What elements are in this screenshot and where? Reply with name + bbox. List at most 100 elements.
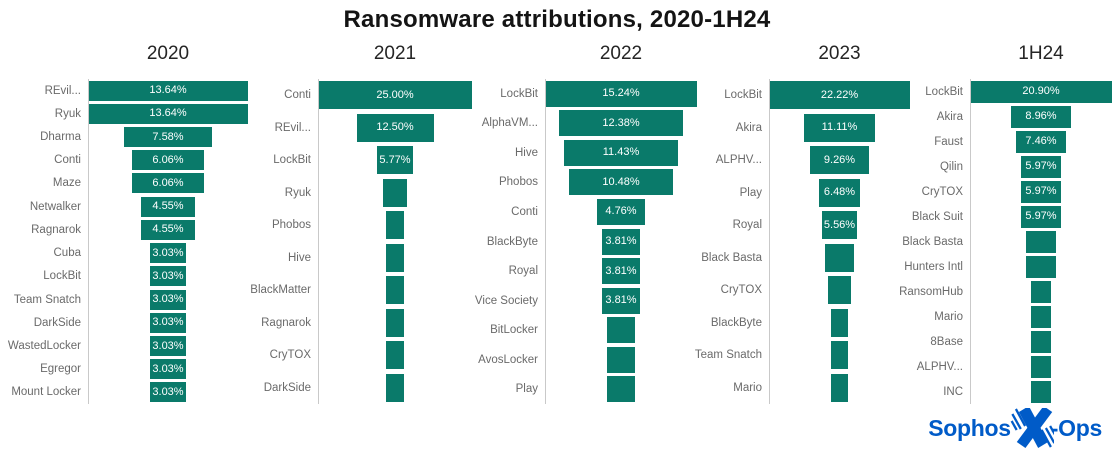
funnel-row: DarkSide — [248, 372, 472, 405]
funnel-row: AlphaVM... 12.38% — [472, 109, 697, 139]
funnel-bar[interactable] — [386, 243, 404, 272]
funnel-bar[interactable] — [1030, 280, 1052, 303]
funnel-bar[interactable]: 13.64% — [88, 80, 248, 101]
funnel-bar[interactable] — [830, 308, 849, 337]
funnel-bar[interactable] — [386, 373, 404, 402]
funnel-bar[interactable]: 6.48% — [818, 178, 861, 207]
funnel-bar[interactable]: 3.03% — [150, 266, 186, 287]
category-label: AvosLocker — [478, 353, 538, 366]
funnel-bar[interactable]: 6.06% — [132, 173, 204, 194]
plot-area — [769, 242, 910, 275]
funnel-row: BlackByte 3.81% — [472, 227, 697, 257]
plot-area: 25.00% — [318, 79, 472, 112]
funnel-bar[interactable]: 4.76% — [597, 198, 645, 225]
funnel-bar[interactable]: 20.90% — [970, 80, 1112, 103]
funnel-bar[interactable] — [386, 341, 404, 370]
funnel-bar[interactable]: 7.46% — [1015, 130, 1067, 153]
plot-area: 10.48% — [545, 168, 697, 198]
bar-value-label: 7.46% — [1025, 135, 1057, 147]
funnel-row: Play 6.48% — [697, 177, 910, 210]
funnel-bar[interactable] — [824, 243, 855, 272]
funnel-bar[interactable]: 7.58% — [123, 127, 213, 148]
plot-area — [970, 304, 1112, 329]
funnel-bar[interactable] — [606, 346, 636, 373]
funnel-bar[interactable] — [827, 276, 852, 305]
funnel-bar[interactable]: 5.97% — [1020, 155, 1062, 178]
funnel-bar[interactable]: 5.56% — [821, 211, 858, 240]
funnel-bar[interactable]: 6.06% — [132, 150, 204, 171]
category-label: Conti — [511, 205, 538, 218]
funnel-row: LockBit 3.03% — [2, 265, 248, 288]
category-label: Conti — [54, 154, 81, 167]
category-label: Play — [739, 186, 762, 199]
funnel-bar[interactable]: 22.22% — [769, 81, 910, 110]
plot-area — [970, 254, 1112, 279]
year-panel-2021: 2021 Conti 25.00% REvil... 12.50% LockBit 5.77… — [248, 42, 472, 404]
funnel-bar[interactable]: 4.55% — [141, 219, 195, 240]
funnel-row: Black Basta — [902, 229, 1112, 254]
funnel-bar[interactable]: 5.97% — [1020, 205, 1062, 228]
funnel-row: Ragnarok — [248, 307, 472, 340]
funnel-bar[interactable]: 3.81% — [602, 228, 640, 255]
funnel-bar[interactable] — [386, 211, 404, 240]
funnel-bar[interactable]: 3.03% — [150, 289, 186, 310]
funnel-bar[interactable]: 10.48% — [568, 169, 674, 196]
funnel-bar[interactable]: 3.03% — [150, 382, 186, 403]
bar-value-label: 3.03% — [152, 385, 184, 398]
funnel-bar[interactable] — [1030, 380, 1052, 403]
funnel-bar[interactable] — [1025, 255, 1057, 278]
bar-value-label: 15.24% — [602, 87, 640, 100]
funnel-bar[interactable]: 12.38% — [559, 110, 683, 137]
funnel-bar[interactable]: 4.55% — [141, 196, 195, 217]
funnel-bar[interactable]: 3.03% — [150, 312, 186, 333]
funnel-bar[interactable]: 3.03% — [150, 243, 186, 264]
category-label: LockBit — [500, 87, 538, 100]
plot-area: 8.96% — [970, 104, 1112, 129]
bar-value-label: 11.43% — [602, 146, 640, 159]
funnel-row: Play — [472, 374, 697, 404]
panel-rows: LockBit 22.22% Akira 11.11% ALPHV... 9.26% Pla… — [695, 79, 910, 404]
funnel-bar[interactable] — [386, 276, 404, 305]
funnel-bar[interactable]: 3.03% — [150, 359, 186, 380]
funnel-bar[interactable]: 15.24% — [545, 80, 697, 107]
funnel-bar[interactable]: 12.50% — [356, 113, 434, 142]
funnel-row: Team Snatch 3.03% — [2, 288, 248, 311]
category-label: Hunters Intl — [904, 260, 963, 273]
plot-area: 5.97% — [970, 179, 1112, 204]
funnel-bar[interactable]: 3.81% — [602, 287, 640, 314]
funnel-bar[interactable]: 11.43% — [564, 139, 678, 166]
funnel-bar[interactable]: 9.26% — [810, 146, 869, 175]
funnel-bar[interactable]: 3.03% — [150, 336, 186, 357]
funnel-bar[interactable] — [1030, 330, 1052, 353]
funnel-row: ALPHV... 9.26% — [697, 144, 910, 177]
bar-value-label: 12.50% — [376, 121, 414, 134]
funnel-bar[interactable] — [830, 341, 849, 370]
funnel-bar[interactable]: 25.00% — [318, 81, 472, 110]
funnel-bar[interactable]: 11.11% — [804, 113, 875, 142]
funnel-bar[interactable] — [830, 373, 849, 402]
funnel-row: Conti 6.06% — [2, 149, 248, 172]
funnel-bar[interactable] — [1030, 305, 1052, 328]
category-label: LockBit — [724, 89, 762, 102]
category-label: Royal — [508, 265, 538, 278]
plot-area — [545, 374, 697, 404]
bar-value-label: 8.96% — [1025, 110, 1057, 122]
funnel-bar[interactable]: 8.96% — [1010, 105, 1072, 128]
plot-area: 6.06% — [88, 172, 248, 195]
panel-year-header: 2020 — [146, 43, 190, 64]
funnel-bar[interactable] — [1025, 230, 1057, 253]
funnel-bar[interactable] — [383, 178, 407, 207]
category-label: LockBit — [43, 270, 81, 283]
funnel-bar[interactable]: 3.81% — [602, 258, 640, 285]
bar-value-label: 22.22% — [820, 88, 859, 101]
funnel-bar[interactable] — [1030, 355, 1052, 378]
funnel-bar[interactable]: 5.77% — [377, 146, 413, 175]
funnel-bar[interactable]: 13.64% — [88, 103, 248, 124]
funnel-bar[interactable] — [386, 308, 404, 337]
funnel-bar[interactable]: 5.97% — [1020, 180, 1062, 203]
funnel-bar[interactable] — [606, 317, 636, 344]
funnel-bar[interactable] — [606, 376, 636, 403]
plot-area — [318, 242, 472, 275]
funnel-row: Maze 6.06% — [2, 172, 248, 195]
